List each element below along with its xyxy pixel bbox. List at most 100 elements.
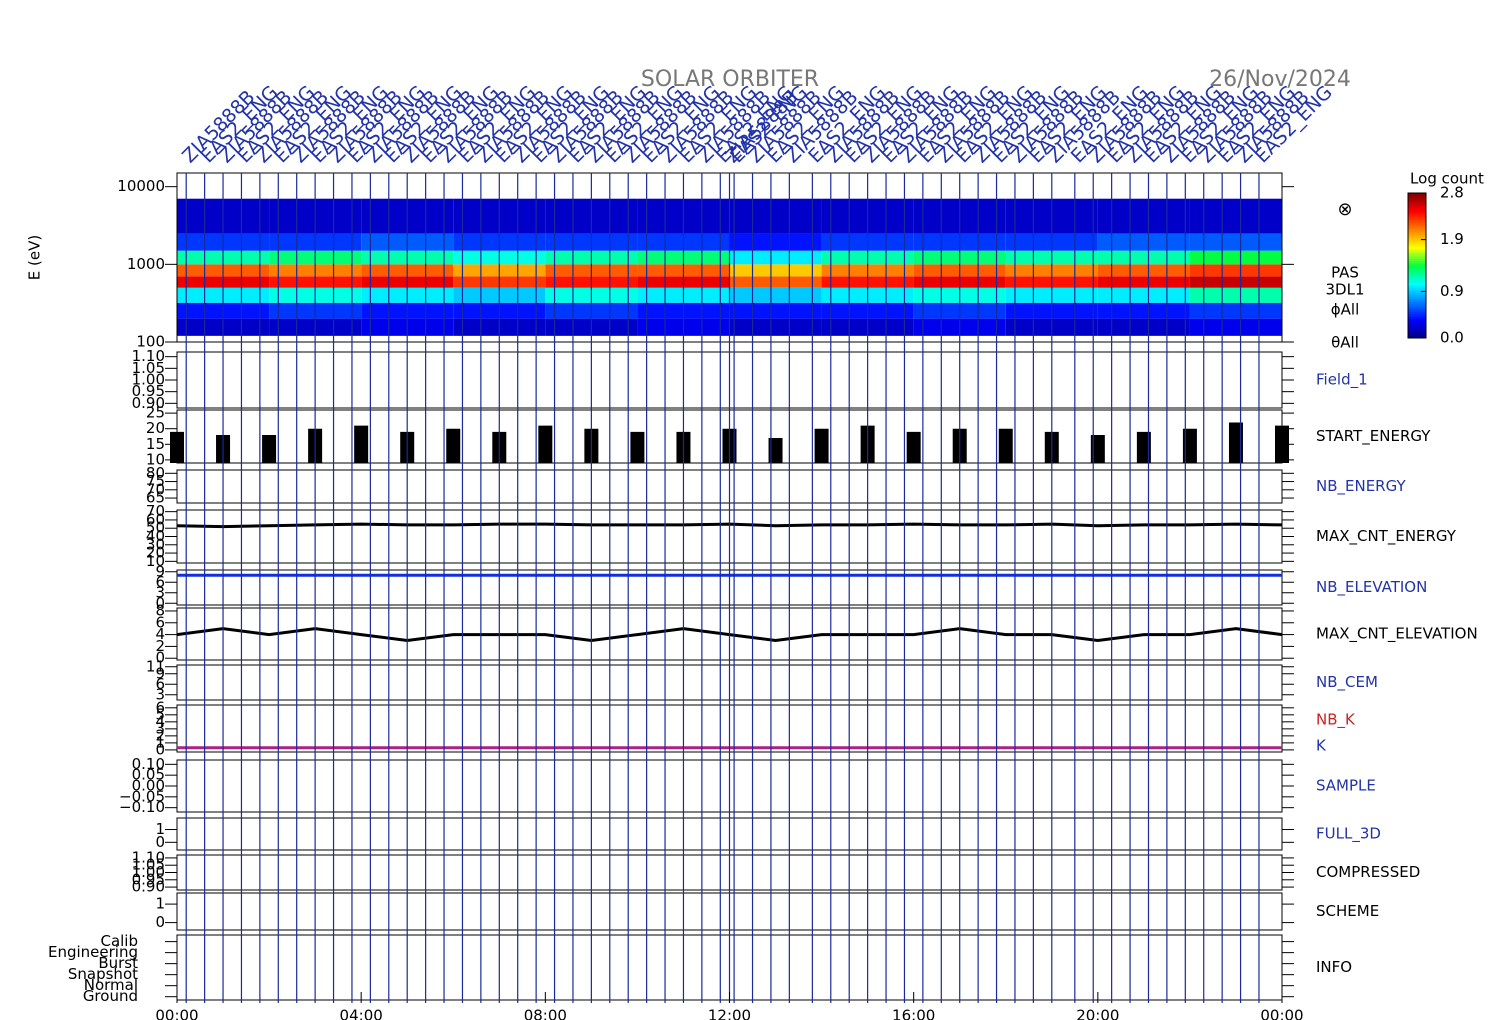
colorbar-cell [1408, 270, 1426, 274]
panel-label: COMPRESSED [1316, 863, 1420, 881]
panel-label: MAX_CNT_ELEVATION [1316, 625, 1478, 644]
y-tick-label: 9 [155, 562, 165, 580]
colorbar-cell [1408, 246, 1426, 250]
panel-label: NB_ENERGY [1316, 477, 1406, 496]
colorbar-cell [1408, 197, 1426, 201]
colorbar-cell [1408, 289, 1426, 293]
x-tick-label: 16:00 [892, 1007, 935, 1020]
heat-cell [1097, 276, 1190, 288]
chart-title: SOLAR ORBITER [641, 67, 819, 92]
colorbar-cell [1408, 258, 1426, 262]
y-tick-label: 20 [146, 419, 165, 437]
y-tick-label: Normal [84, 976, 138, 994]
panel-label: MAX_CNT_ENERGY [1316, 527, 1457, 546]
heat-cell [729, 198, 822, 234]
y-tick-label: 11 [146, 657, 165, 675]
panel-label: INFO [1316, 958, 1352, 976]
colorbar-cell [1408, 275, 1426, 279]
colorbar-cell [1408, 224, 1426, 228]
y-tick-label: 30 [146, 535, 165, 553]
y-tick-label: 6 [155, 675, 165, 693]
panel-label: 3DL1 [1326, 281, 1365, 299]
panel-label: SCHEME [1316, 902, 1379, 920]
y-tick-label: 0 [155, 649, 165, 667]
colorbar-cell [1408, 263, 1426, 266]
colorbar-cell [1408, 207, 1426, 211]
colorbar-cell [1408, 301, 1426, 305]
y-tick-label: 0.05 [132, 766, 165, 784]
colorbar-cell [1408, 236, 1426, 240]
panel-symbol: ⊗ [1337, 199, 1352, 220]
colorbar-cell [1408, 294, 1426, 298]
y-tick-label: 8 [155, 601, 165, 619]
y-tick-label: 2 [155, 726, 165, 744]
y-tick-label: 70 [146, 480, 165, 498]
colorbar-cell [1408, 212, 1426, 216]
heat-cell [1189, 198, 1282, 234]
chart-date: 26/Nov/2024 [1209, 67, 1351, 92]
y-tick-label: 1 [155, 895, 165, 913]
y-tick-label: 40 [146, 527, 165, 545]
colorbar-cell [1408, 214, 1426, 218]
colorbar-cell [1408, 209, 1426, 213]
y-tick-label: 9 [155, 664, 165, 682]
y-tick-label: 2 [155, 637, 165, 655]
colorbar-cell [1408, 226, 1426, 230]
y-tick-label: 10 [146, 450, 165, 468]
heat-cell [729, 250, 822, 265]
colorbar-cell [1408, 241, 1426, 245]
colorbar-cell [1408, 219, 1426, 223]
colorbar-cell [1408, 309, 1426, 312]
heat-cell [1189, 276, 1282, 288]
y-tick-label: 3 [155, 583, 165, 601]
panel-label: NB_CEM [1316, 673, 1378, 692]
colorbar-cell [1408, 292, 1426, 295]
y-tick-label: 6 [155, 698, 165, 716]
y-tick-label: 1.05 [132, 856, 165, 874]
y-tick-label: Ground [83, 987, 138, 1005]
y-tick-label: 100 [136, 333, 165, 351]
colorbar-cell [1408, 280, 1426, 283]
y-tick-label: 3 [155, 685, 165, 703]
y-tick-label: 0.90 [132, 394, 165, 412]
colorbar-cell [1408, 321, 1426, 324]
colorbar-cell [1408, 202, 1426, 206]
y-tick-label: −0.05 [119, 787, 165, 805]
panel-label: FULL_3D [1316, 825, 1381, 844]
y-tick-label: 0 [155, 913, 165, 931]
colorbar-cell [1408, 284, 1426, 288]
colorbar-cell [1408, 238, 1426, 242]
colorbar-cell [1408, 253, 1426, 257]
panel-label: θAll [1331, 334, 1359, 352]
y-tick-label: 3 [155, 719, 165, 737]
colorbar-cell [1408, 325, 1426, 329]
x-tick-label: 00:00 [1260, 1007, 1303, 1020]
panel-label: ϕAll [1331, 301, 1360, 319]
heat-cell [1097, 198, 1190, 234]
y-tick-label: 1.10 [132, 347, 165, 365]
colorbar-frame [1407, 192, 1427, 339]
colorbar-cell [1408, 255, 1426, 259]
y-tick-label: 6 [155, 613, 165, 631]
colorbar-cell [1408, 222, 1426, 225]
colorbar-cell [1408, 265, 1426, 269]
y-tick-label: 70 [146, 502, 165, 520]
colorbar-tick-label: 0.0 [1440, 329, 1464, 347]
y-tick-label: 6 [155, 573, 165, 591]
colorbar-cell [1408, 272, 1426, 276]
y-tick-label: 10 [146, 552, 165, 570]
y-tick-label: 65 [146, 489, 165, 507]
colorbar-tick-label: 0.9 [1440, 282, 1464, 300]
y-tick-label: 1 [155, 820, 165, 838]
colorbar-cell [1408, 277, 1426, 281]
panel-label: START_ENERGY [1316, 427, 1431, 446]
y-tick-label: 0.00 [132, 777, 165, 795]
heat-cell [729, 264, 822, 277]
x-tick-label: 20:00 [1076, 1007, 1119, 1020]
x-tick-label: 04:00 [340, 1007, 383, 1020]
y-tick-label: Calib [100, 932, 138, 950]
colorbar-cell [1408, 333, 1426, 337]
heat-cell [729, 276, 822, 288]
y-tick-label: 50 [146, 519, 165, 537]
